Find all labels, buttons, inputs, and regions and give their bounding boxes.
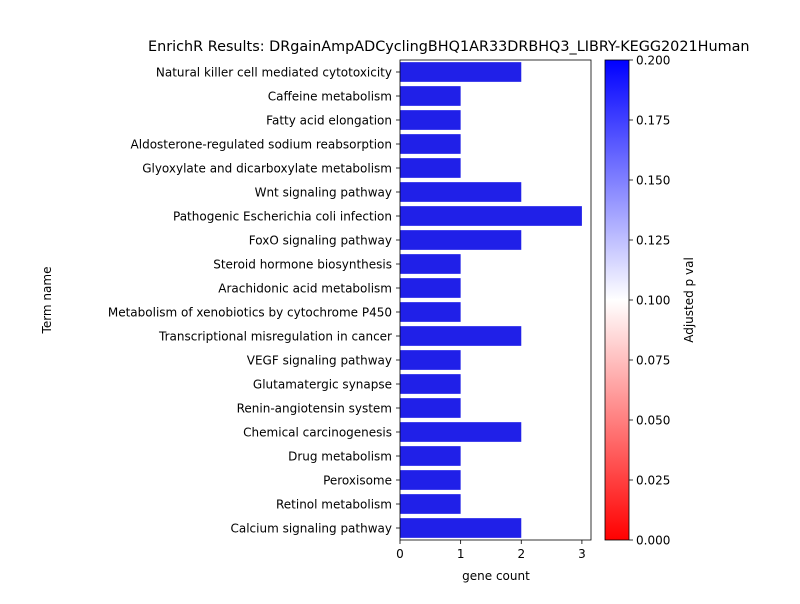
y-tick-label: Arachidonic acid metabolism bbox=[218, 282, 392, 296]
bar bbox=[400, 398, 461, 418]
colorbar-tick-label: 0.175 bbox=[636, 114, 670, 128]
bar bbox=[400, 518, 522, 538]
colorbar-tick-label: 0.150 bbox=[636, 174, 670, 188]
y-axis-label: Term name bbox=[40, 267, 54, 335]
bar bbox=[400, 470, 461, 490]
y-tick-label: Wnt signaling pathway bbox=[255, 186, 392, 200]
colorbar-tick-label: 0.000 bbox=[636, 534, 670, 548]
y-ticks-group: Natural killer cell mediated cytotoxicit… bbox=[108, 66, 400, 536]
bar bbox=[400, 182, 522, 202]
bar bbox=[400, 494, 461, 514]
y-tick-label: Pathogenic Escherichia coli infection bbox=[173, 210, 392, 224]
y-tick-label: Glyoxylate and dicarboxylate metabolism bbox=[142, 162, 392, 176]
colorbar: 0.000 0.025 0.050 0.075 0.100 0.125 0.150 0.175… bbox=[604, 54, 696, 548]
y-tick-label: Steroid hormone biosynthesis bbox=[213, 258, 392, 272]
bar bbox=[400, 326, 522, 346]
bar bbox=[400, 374, 461, 394]
bar bbox=[400, 206, 582, 226]
y-tick-label: VEGF signaling pathway bbox=[247, 354, 392, 368]
y-tick-label: Chemical carcinogenesis bbox=[243, 426, 392, 440]
bar bbox=[400, 422, 522, 442]
x-tick-label: 1 bbox=[457, 547, 465, 561]
colorbar-label: Adjusted p val bbox=[682, 257, 696, 343]
colorbar-tick-label: 0.050 bbox=[636, 414, 670, 428]
colorbar-ticks-group: 0.000 0.025 0.050 0.075 0.100 0.125 0.150 0.175… bbox=[629, 54, 670, 548]
y-tick-label: Caffeine metabolism bbox=[268, 90, 392, 104]
x-ticks-group: 0 1 2 3 bbox=[396, 540, 586, 561]
bar bbox=[400, 254, 461, 274]
bar bbox=[400, 278, 461, 298]
bar bbox=[400, 62, 522, 82]
axes-frame bbox=[399, 59, 592, 541]
bar bbox=[400, 134, 461, 154]
bar bbox=[400, 110, 461, 130]
chart-title: EnrichR Results: DRgainAmpADCyclingBHQ1A… bbox=[148, 39, 750, 55]
bar bbox=[400, 302, 461, 322]
colorbar-tick-label: 0.025 bbox=[636, 474, 670, 488]
y-tick-label: Transcriptional misregulation in cancer bbox=[158, 330, 392, 344]
colorbar-tick-label: 0.075 bbox=[636, 354, 670, 368]
y-tick-label: Retinol metabolism bbox=[276, 498, 392, 512]
y-tick-label: Fatty acid elongation bbox=[266, 114, 392, 128]
colorbar-tick-label: 0.100 bbox=[636, 294, 670, 308]
axes-spines bbox=[399, 59, 592, 541]
x-tick-label: 0 bbox=[396, 547, 404, 561]
bar bbox=[400, 350, 461, 370]
bar bbox=[400, 230, 522, 250]
bar bbox=[400, 86, 461, 106]
y-tick-label: Renin-angiotensin system bbox=[237, 402, 392, 416]
y-tick-label: Natural killer cell mediated cytotoxicit… bbox=[156, 66, 392, 80]
y-tick-label: Glutamatergic synapse bbox=[253, 378, 392, 392]
y-tick-label: Drug metabolism bbox=[288, 450, 392, 464]
colorbar-gradient bbox=[604, 59, 630, 541]
y-tick-label: Peroxisome bbox=[323, 474, 392, 488]
colorbar-tick-label: 0.200 bbox=[636, 54, 670, 68]
bars-group bbox=[400, 62, 582, 538]
x-tick-label: 2 bbox=[517, 547, 525, 561]
bar bbox=[400, 446, 461, 466]
y-tick-label: FoxO signaling pathway bbox=[249, 234, 392, 248]
x-tick-label: 3 bbox=[578, 547, 586, 561]
y-tick-label: Calcium signaling pathway bbox=[230, 522, 392, 536]
x-axis-label: gene count bbox=[462, 569, 530, 583]
colorbar-tick-label: 0.125 bbox=[636, 234, 670, 248]
y-tick-label: Metabolism of xenobiotics by cytochrome … bbox=[108, 306, 392, 320]
bar bbox=[400, 158, 461, 178]
y-tick-label: Aldosterone-regulated sodium reabsorptio… bbox=[131, 138, 392, 152]
